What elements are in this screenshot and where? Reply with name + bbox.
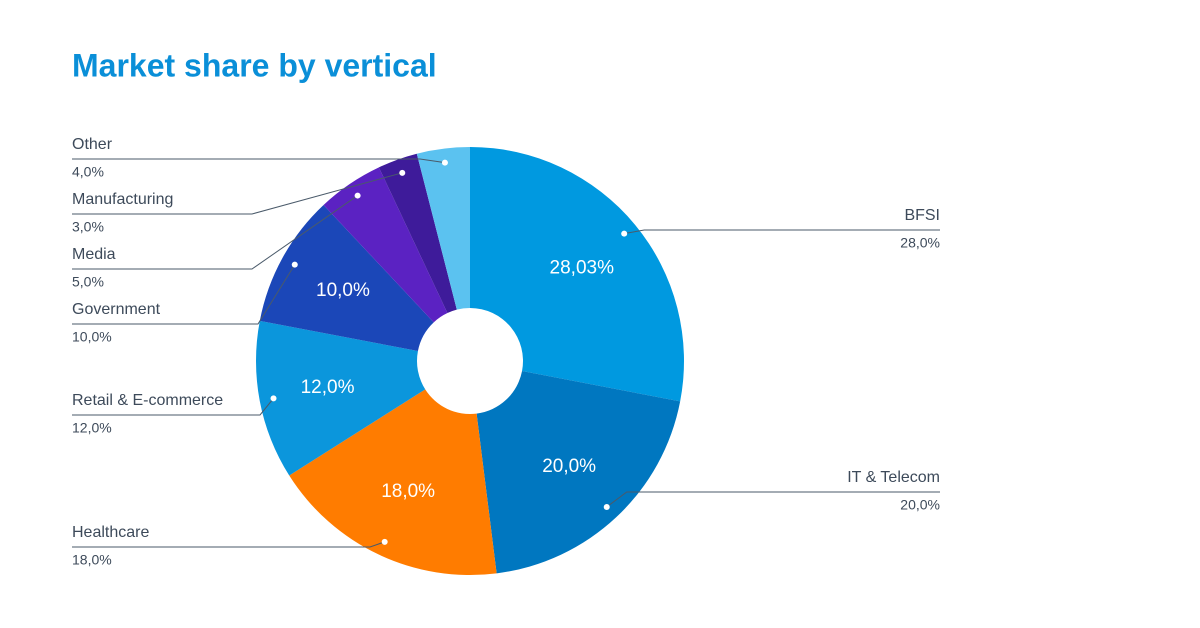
leader-dot <box>441 159 448 166</box>
leader-line <box>72 172 403 215</box>
legend-value: 4,0% <box>72 164 104 180</box>
slice-label: 28,03% <box>550 258 615 279</box>
legend-value: 28,0% <box>900 235 940 251</box>
slice <box>470 147 684 402</box>
slice <box>323 167 448 323</box>
leader-dot <box>354 192 361 199</box>
slice-label: 10,0% <box>316 280 370 301</box>
slice-label: 18,0% <box>381 481 435 502</box>
legend-value: 3,0% <box>72 219 104 235</box>
legend-name: Manufacturing <box>72 191 173 208</box>
leader-line <box>72 264 296 325</box>
legend-value: 18,0% <box>72 552 112 568</box>
legend-name: Retail & E-commerce <box>72 392 223 409</box>
slice <box>259 204 434 352</box>
leader-line <box>72 195 358 270</box>
legend-name: Government <box>72 301 161 318</box>
leader-line <box>606 491 940 508</box>
slice-label: 12,0% <box>301 377 355 398</box>
leader-dot <box>381 538 388 545</box>
slice <box>416 147 470 310</box>
slice <box>289 389 497 575</box>
leader-dot <box>603 503 610 510</box>
legend-value: 20,0% <box>900 497 940 513</box>
slice <box>255 320 426 476</box>
leader-line <box>72 541 385 548</box>
legend-value: 10,0% <box>72 329 112 345</box>
leader-line <box>624 229 940 235</box>
leader-dot <box>621 230 628 237</box>
slice-label: 20,0% <box>542 456 596 477</box>
legend-value: 5,0% <box>72 274 104 290</box>
leader-line <box>72 398 274 416</box>
chart-title: Market share by vertical <box>72 47 437 83</box>
leader-line <box>72 158 446 164</box>
legend-name: Media <box>72 246 116 263</box>
legend-name: BFSI <box>904 207 940 224</box>
leader-dot <box>270 395 277 402</box>
slice <box>476 371 681 574</box>
leader-dot <box>291 261 298 268</box>
legend-name: Other <box>72 136 113 153</box>
legend-name: IT & Telecom <box>847 469 940 486</box>
legend-value: 12,0% <box>72 420 112 436</box>
leader-dot <box>399 169 406 176</box>
slice <box>378 153 457 314</box>
legend-name: Healthcare <box>72 524 149 541</box>
